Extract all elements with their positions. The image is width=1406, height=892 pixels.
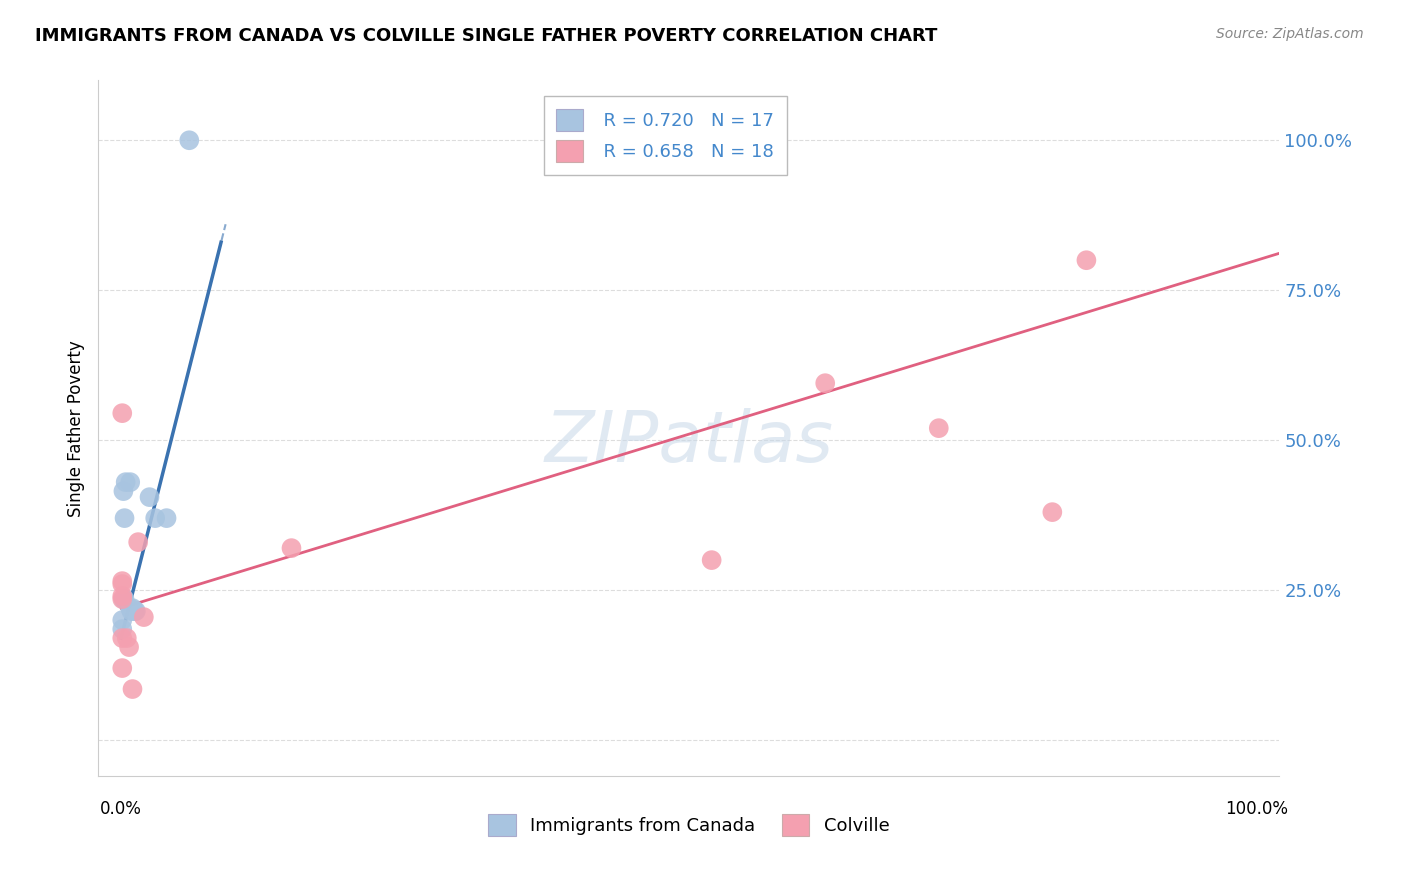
Point	[121, 681, 143, 696]
Point	[111, 613, 134, 627]
Point	[120, 604, 142, 618]
Point	[127, 535, 149, 549]
Point	[928, 421, 950, 435]
Point	[814, 376, 837, 391]
Point	[111, 661, 134, 675]
Point	[111, 574, 134, 588]
Point	[120, 475, 142, 490]
Point	[132, 610, 155, 624]
Point	[111, 622, 134, 636]
Point	[115, 631, 138, 645]
Point	[1040, 505, 1063, 519]
Text: 0.0%: 0.0%	[100, 800, 142, 818]
Point	[700, 553, 723, 567]
Point	[114, 475, 136, 490]
Point	[111, 592, 134, 607]
Text: IMMIGRANTS FROM CANADA VS COLVILLE SINGLE FATHER POVERTY CORRELATION CHART: IMMIGRANTS FROM CANADA VS COLVILLE SINGL…	[35, 27, 938, 45]
Text: ZIPatlas: ZIPatlas	[544, 408, 834, 476]
Point	[125, 604, 148, 618]
Point	[155, 511, 177, 525]
Point	[138, 490, 160, 504]
Point	[111, 406, 134, 420]
Y-axis label: Single Father Poverty: Single Father Poverty	[66, 340, 84, 516]
Point	[118, 640, 141, 654]
Point	[280, 541, 302, 555]
Point	[111, 631, 134, 645]
Point	[111, 577, 134, 591]
Point	[179, 133, 201, 147]
Point	[111, 589, 134, 603]
Point	[114, 511, 136, 525]
Point	[114, 592, 136, 607]
Point	[120, 601, 142, 615]
Point	[124, 604, 146, 618]
Text: Source: ZipAtlas.com: Source: ZipAtlas.com	[1216, 27, 1364, 41]
Point	[121, 601, 143, 615]
Legend: Immigrants from Canada, Colville: Immigrants from Canada, Colville	[481, 807, 897, 844]
Point	[112, 484, 135, 499]
Text: 100.0%: 100.0%	[1225, 800, 1288, 818]
Point	[1076, 253, 1098, 268]
Point	[112, 592, 135, 607]
Point	[143, 511, 166, 525]
